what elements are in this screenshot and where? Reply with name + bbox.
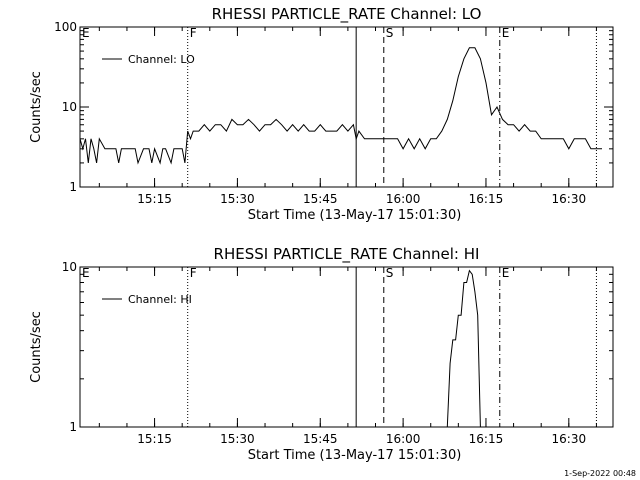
series-line-0 [79,47,602,165]
series-line-0 [446,269,481,428]
y-tick-label: 10 [62,100,77,114]
x-tick-label: 15:30 [220,432,255,446]
y-axis-label: Counts/sec [29,71,44,143]
y-tick-label: 10 [62,260,77,274]
chart-panel-1: RHESSI PARTICLE_RATE Channel: HI 15:15 15:… [29,245,614,463]
x-tick-label: 16:15 [469,432,504,446]
flag-marker-label: E [82,26,90,40]
x-axis-label: Start Time (13-May-17 15:01:30) [248,448,462,463]
flag-marker-label: F [190,26,197,40]
flag-marker-label: E [82,266,90,280]
x-tick-label: 15:30 [220,192,255,206]
chart-title: RHESSI PARTICLE_RATE Channel: HI [214,245,480,264]
plot-frame [79,266,614,428]
x-tick-label: 16:00 [386,192,421,206]
chart-title: RHESSI PARTICLE_RATE Channel: LO [212,5,482,24]
y-tick-label: 1 [69,420,77,434]
flag-marker-label: S [386,266,394,280]
x-axis-label: Start Time (13-May-17 15:01:30) [248,208,462,223]
flag-marker-label: E [502,266,510,280]
x-tick-label: 16:00 [386,432,421,446]
x-tick-label: 16:15 [469,192,504,206]
plot-timestamp: 1-Sep-2022 00:48 [564,469,636,478]
x-tick-label: 15:15 [137,192,172,206]
x-tick-label: 16:30 [552,432,587,446]
x-tick-label: 15:45 [303,432,338,446]
y-tick-label: 1 [69,180,77,194]
legend-label: Channel: LO [128,53,195,66]
y-axis-label: Counts/sec [29,311,44,383]
x-tick-label: 15:15 [137,432,172,446]
flag-marker-label: S [386,26,394,40]
legend-label: Channel: HI [128,293,192,306]
y-tick-label: 100 [54,20,77,34]
flag-marker-label: E [502,26,510,40]
flag-marker-label: F [190,266,197,280]
chart-panel-0: RHESSI PARTICLE_RATE Channel: LO 15:15 15:… [29,5,614,223]
x-tick-label: 16:30 [552,192,587,206]
x-tick-label: 15:45 [303,192,338,206]
